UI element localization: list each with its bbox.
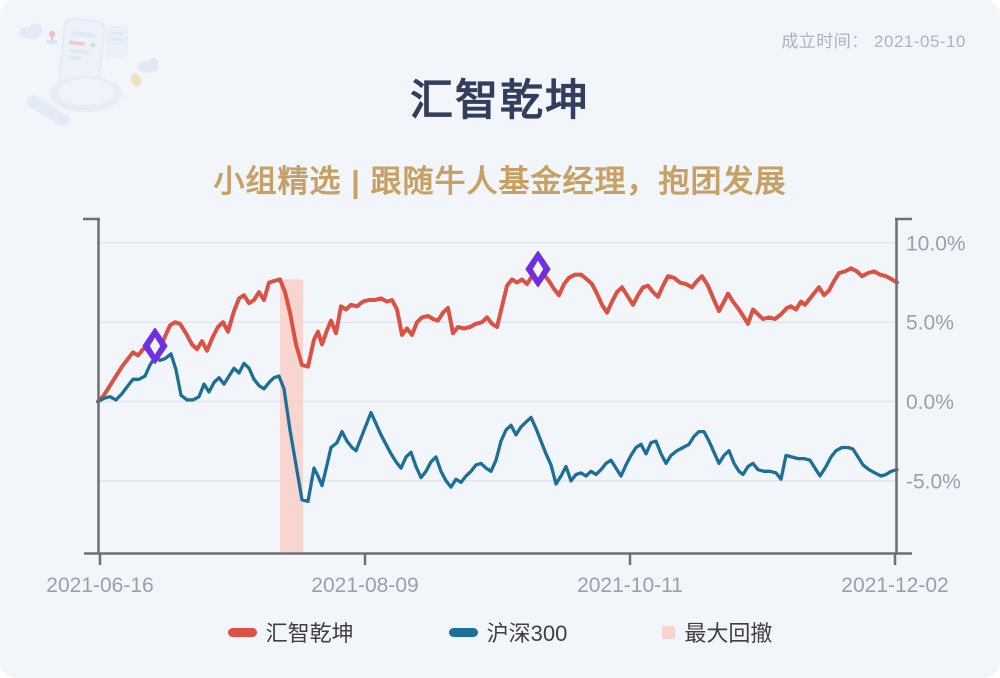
- fund-title: 汇智乾坤: [410, 77, 590, 125]
- legend-label-index: 沪深300: [486, 621, 568, 646]
- fund-subtitle: 小组精选 | 跟随牛人基金经理，抱团发展: [213, 164, 787, 199]
- fund-line: [96, 266, 899, 404]
- index-line-swatch: [448, 627, 478, 637]
- magnifier-illustration: [19, 17, 159, 127]
- diamond-marker-hole: [149, 337, 161, 355]
- y-tick-label: -5.0%: [906, 470, 961, 493]
- chart-legend: 汇智乾坤 沪深300 最大回撤: [0, 616, 1000, 648]
- x-tick-label: 2021-06-16: [46, 574, 153, 597]
- legend-label-fund: 汇智乾坤: [265, 621, 354, 646]
- drawdown-swatch: [662, 625, 676, 639]
- diamond-marker-hole: [532, 260, 544, 278]
- x-tick-label: 2021-12-02: [841, 574, 948, 597]
- y-tick-label: 0.0%: [906, 391, 954, 414]
- legend-label-drawdown: 最大回撤: [684, 621, 773, 646]
- x-tick-label: 2021-10-11: [577, 574, 683, 597]
- legend-item-fund: 汇智乾坤: [227, 616, 354, 648]
- y-tick-label: 5.0%: [906, 312, 954, 335]
- legend-item-drawdown: 最大回撤: [662, 616, 772, 648]
- legend-item-index: 沪深300: [448, 616, 568, 648]
- x-tick-label: 2021-08-09: [311, 574, 418, 597]
- y-tick-label: 10.0%: [906, 232, 966, 255]
- fund-line-swatch: [227, 627, 257, 637]
- established-date: 成立时间： 2021-05-10: [781, 32, 966, 51]
- index-line: [96, 352, 899, 504]
